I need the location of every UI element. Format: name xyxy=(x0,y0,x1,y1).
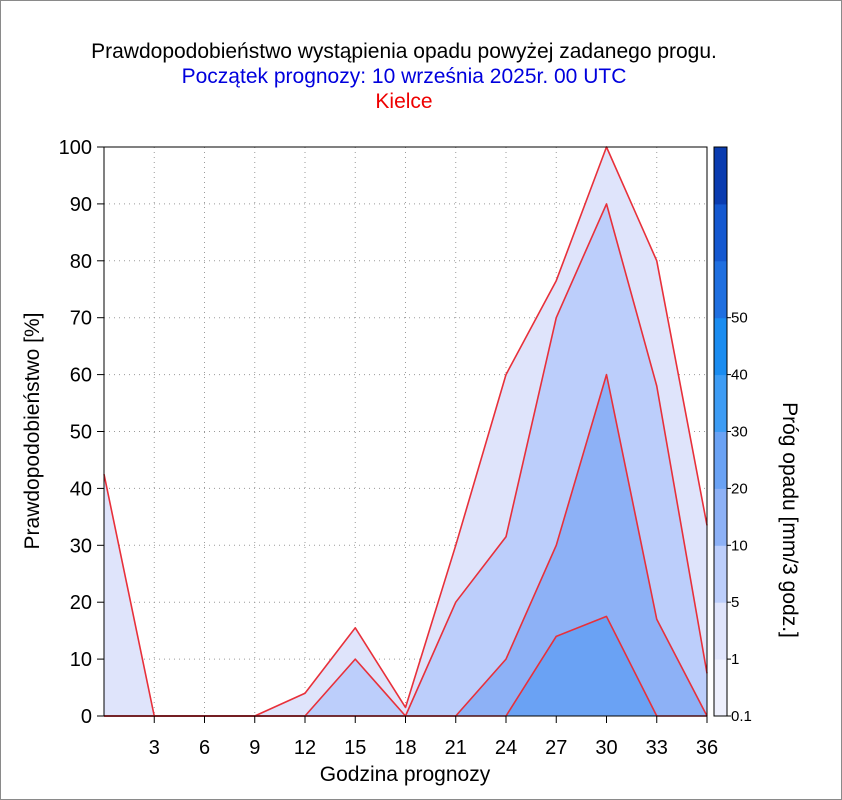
colorbar-tick-label: 1 xyxy=(731,651,739,668)
x-axis-label: Godzina prognozy xyxy=(320,763,491,786)
y-tick-label: 40 xyxy=(70,478,92,500)
colorbar-segment xyxy=(714,659,727,717)
axis-ticks: 3 6 9 12 15 18 21 24 27 30 33 360102030405060708090… xyxy=(59,137,719,759)
x-tick-label: 15 xyxy=(344,737,366,759)
colorbar-segment xyxy=(714,431,727,489)
y-tick-label: 20 xyxy=(70,592,92,614)
x-tick-label: 21 xyxy=(445,737,467,759)
y-tick-label: 30 xyxy=(70,535,92,557)
y-tick-label: 90 xyxy=(70,194,92,216)
series-area-5 xyxy=(104,374,707,716)
y-tick-label: 50 xyxy=(70,422,92,444)
colorbar-tick-label: 50 xyxy=(731,310,748,327)
y-tick-label: 80 xyxy=(70,251,92,273)
series-areas xyxy=(104,147,707,716)
y-tick-label: 10 xyxy=(70,649,92,671)
x-tick-label: 6 xyxy=(199,737,210,759)
x-tick-label: 12 xyxy=(294,737,316,759)
colorbar-segment xyxy=(714,545,727,603)
colorbar-segment xyxy=(714,602,727,660)
colorbar-tick-label: 20 xyxy=(731,480,748,497)
x-tick-label: 27 xyxy=(545,737,567,759)
y-tick-label: 60 xyxy=(70,365,92,387)
colorbar-tick-label: 0.1 xyxy=(731,708,752,725)
series-area-10 xyxy=(104,616,707,716)
y-tick-label: 0 xyxy=(81,706,92,728)
colorbar-tick-label: 30 xyxy=(731,424,748,441)
colorbar-segment xyxy=(714,147,727,205)
colorbar-segment xyxy=(714,260,727,319)
colorbar-tick-label: 5 xyxy=(731,594,739,611)
y-tick-label: 70 xyxy=(70,308,92,330)
colorbar-tick-label: 10 xyxy=(731,537,748,554)
y-tick-label: 100 xyxy=(59,137,92,159)
x-tick-label: 36 xyxy=(696,737,718,759)
colorbar-segment xyxy=(714,488,727,546)
x-tick-label: 30 xyxy=(595,737,617,759)
x-tick-label: 3 xyxy=(149,737,160,759)
chart-location: Kielce xyxy=(375,90,433,113)
colorbar-segment xyxy=(714,203,727,262)
colorbar-tick-label: 40 xyxy=(731,367,748,384)
colorbar-segment xyxy=(714,317,727,376)
colorbar: 0.1 1 5 10 20 30 40 50 xyxy=(713,146,752,725)
x-tick-label: 24 xyxy=(495,737,517,759)
chart-title: Prawdopodobieństwo wystąpienia opadu pow… xyxy=(91,40,717,63)
x-tick-label: 9 xyxy=(249,737,260,759)
colorbar-label: Próg opadu [mm/3 godz.] xyxy=(778,402,801,638)
x-tick-label: 33 xyxy=(646,737,668,759)
chart-subtitle: Początek prognozy: 10 września 2025r. 00… xyxy=(181,65,627,88)
y-axis-label: Prawdopodobieństwo [%] xyxy=(21,313,44,550)
x-tick-label: 18 xyxy=(394,737,416,759)
colorbar-segment xyxy=(714,374,727,432)
